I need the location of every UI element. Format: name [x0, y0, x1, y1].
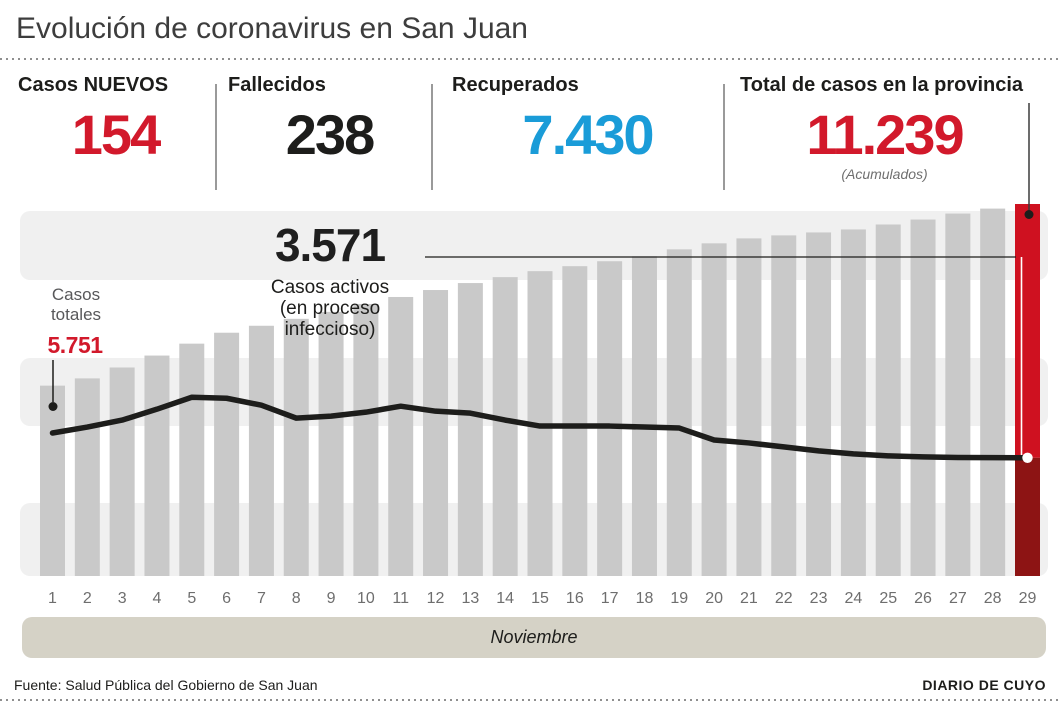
bar-day-16 [562, 266, 588, 576]
day-label-3: 3 [118, 590, 127, 607]
day-label-10: 10 [357, 590, 375, 607]
bar-day-6 [214, 332, 240, 576]
day-label-6: 6 [222, 590, 231, 607]
active-cases-end-dot [1022, 452, 1033, 464]
stat-value-deaths: 238 [285, 103, 375, 166]
day-label-24: 24 [844, 590, 862, 607]
day-label-25: 25 [879, 590, 897, 607]
bar-day-29-bottom [1014, 457, 1040, 576]
bar-day-4 [144, 355, 170, 576]
bar-day-21 [736, 238, 762, 576]
bar-day-26 [910, 219, 936, 576]
day-label-26: 26 [914, 590, 932, 607]
day-label-16: 16 [566, 590, 584, 607]
stat-value-recovered: 7.430 [522, 103, 654, 166]
stat-block-recovered: Recuperados 7.430 [452, 74, 723, 163]
stat-note-accumulated: (Acumulados) [841, 166, 928, 182]
day-label-13: 13 [461, 590, 479, 607]
stat-label-recovered: Recuperados [452, 74, 579, 96]
day-label-14: 14 [496, 590, 514, 607]
day-label-9: 9 [327, 590, 336, 607]
day-label-23: 23 [810, 590, 828, 607]
bar-day-5 [179, 343, 205, 576]
bar-day-10 [353, 303, 379, 576]
stat-divider-2 [431, 84, 433, 190]
day-label-15: 15 [531, 590, 549, 607]
day-label-19: 19 [670, 590, 688, 607]
day-label-18: 18 [636, 590, 654, 607]
day-label-12: 12 [427, 590, 445, 607]
day-label-11: 11 [392, 590, 409, 607]
stat-block-total: Total de casos en la provincia 11.239 (A… [740, 74, 1029, 182]
month-label: Noviembre [490, 627, 578, 647]
stat-value-total: 11.239 [806, 103, 964, 166]
bar-day-28 [980, 208, 1006, 576]
bar-day-11 [388, 296, 414, 576]
total-cases-callout-label: Casos totales [50, 285, 102, 324]
stat-label-total: Total de casos en la provincia [740, 74, 1024, 96]
bar-day-27 [945, 213, 971, 576]
day-label-28: 28 [984, 590, 1002, 607]
day-label-2: 2 [83, 590, 92, 607]
bar-day-12 [423, 290, 449, 576]
day-label-5: 5 [187, 590, 196, 607]
active-cases-callout-value: 3.571 [274, 219, 386, 271]
bar-day-1 [40, 385, 65, 576]
bar-day-22 [771, 235, 797, 576]
day-label-8: 8 [292, 590, 301, 607]
footer-credit: DIARIO DE CUYO [922, 677, 1046, 693]
stat-label-deaths: Fallecidos [228, 74, 326, 96]
stat-block-new-cases: Casos NUEVOS 154 [18, 74, 213, 163]
stat-label-new-cases: Casos NUEVOS [18, 74, 169, 96]
first-bar-callout-dot [48, 402, 58, 411]
total-callout-dot [1024, 210, 1034, 219]
bar-day-7 [248, 325, 274, 576]
bar-day-14 [492, 277, 518, 576]
day-label-7: 7 [257, 590, 266, 607]
footer-source: Fuente: Salud Pública del Gobierno de Sa… [14, 677, 318, 693]
bar-day-3 [109, 367, 135, 576]
stat-block-deaths: Fallecidos 238 [228, 74, 431, 163]
total-cases-callout-value: 5.751 [47, 332, 103, 358]
month-strip: Noviembre [22, 617, 1046, 658]
active-cases-callout-label: Casos activos (en proceso infeccioso) [270, 277, 390, 340]
active-cases-line [49, 394, 1031, 461]
bar-day-20 [701, 243, 727, 577]
bar-day-18 [631, 256, 657, 576]
stat-divider-1 [215, 84, 217, 190]
bar-day-9 [318, 311, 344, 576]
bar-day-29-top [1014, 204, 1040, 458]
footer-dotted-divider [0, 699, 1062, 702]
day-label-27: 27 [949, 590, 967, 607]
day-label-22: 22 [775, 590, 793, 607]
bar-day-8 [283, 318, 309, 576]
header-dotted-divider [0, 58, 1062, 61]
bar-day-17 [597, 261, 623, 576]
day-label-4: 4 [153, 590, 162, 607]
bar-day-2 [74, 378, 100, 576]
bar-day-24 [840, 229, 866, 576]
day-label-21: 21 [740, 590, 758, 607]
day-label-17: 17 [601, 590, 619, 607]
day-label-1: 1 [48, 590, 57, 607]
bar-day-13 [457, 283, 483, 576]
page-title: Evolución de coronavirus en San Juan [16, 12, 528, 45]
stat-divider-3 [723, 84, 725, 190]
stat-value-new-cases: 154 [71, 103, 161, 166]
bar-day-25 [875, 224, 901, 577]
day-label-20: 20 [705, 590, 723, 607]
day-label-29: 29 [1019, 590, 1037, 607]
bar-day-19 [666, 249, 692, 577]
bar-day-23 [806, 232, 832, 576]
